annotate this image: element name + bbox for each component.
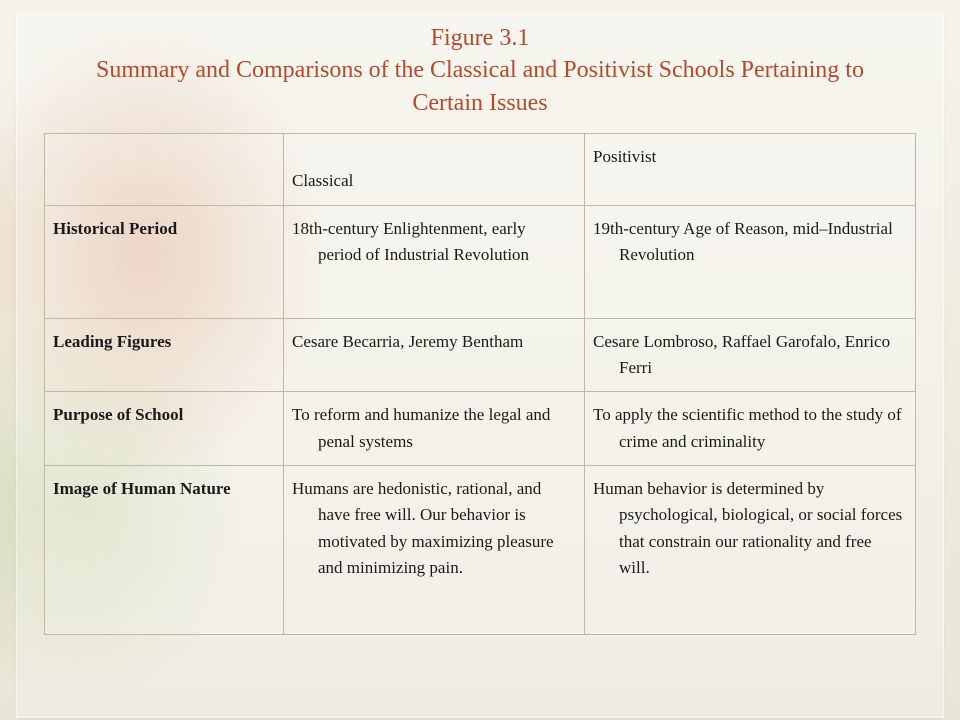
title-line-2: Summary and Comparisons of the Classical… [96,57,864,115]
comparison-table: Classical Positivist Historical Period 1… [44,133,916,635]
cell-positivist: Cesare Lombroso, Raffael Garofalo, Enric… [585,318,916,392]
header-classical: Classical [284,134,585,205]
header-positivist: Positivist [585,134,916,205]
cell-classical: To reform and humanize the legal and pen… [284,392,585,466]
cell-text: To reform and humanize the legal and pen… [292,402,572,455]
table-row: Leading Figures Cesare Becarria, Jeremy … [45,318,916,392]
cell-classical: Humans are hedonistic, rational, and hav… [284,465,585,634]
cell-text: 19th-century Age of Reason, mid–Industri… [593,216,903,269]
cell-positivist: To apply the scientific method to the st… [585,392,916,466]
content-frame: Figure 3.1 Summary and Comparisons of th… [16,12,944,718]
title-line-1: Figure 3.1 [431,25,530,51]
figure-title: Figure 3.1 Summary and Comparisons of th… [76,22,884,119]
comparison-table-wrap: Classical Positivist Historical Period 1… [44,133,916,635]
row-label: Historical Period [45,205,284,318]
cell-positivist: 19th-century Age of Reason, mid–Industri… [585,205,916,318]
cell-text: To apply the scientific method to the st… [593,402,903,455]
cell-text: Cesare Lombroso, Raffael Garofalo, Enric… [593,329,903,382]
table-row: Historical Period 18th-century Enlighten… [45,205,916,318]
row-label: Purpose of School [45,392,284,466]
cell-text: Humans are hedonistic, rational, and hav… [292,476,572,581]
cell-text: Cesare Becarria, Jeremy Bentham [292,329,572,355]
row-label: Image of Human Nature [45,465,284,634]
cell-text: 18th-century Enlightenment, early period… [292,216,572,269]
cell-classical: 18th-century Enlightenment, early period… [284,205,585,318]
table-row: Purpose of School To reform and humanize… [45,392,916,466]
header-blank [45,134,284,205]
cell-text: Human behavior is determined by psycholo… [593,476,903,581]
cell-positivist: Human behavior is determined by psycholo… [585,465,916,634]
row-label: Leading Figures [45,318,284,392]
cell-classical: Cesare Becarria, Jeremy Bentham [284,318,585,392]
table-header-row: Classical Positivist [45,134,916,205]
table-row: Image of Human Nature Humans are hedonis… [45,465,916,634]
